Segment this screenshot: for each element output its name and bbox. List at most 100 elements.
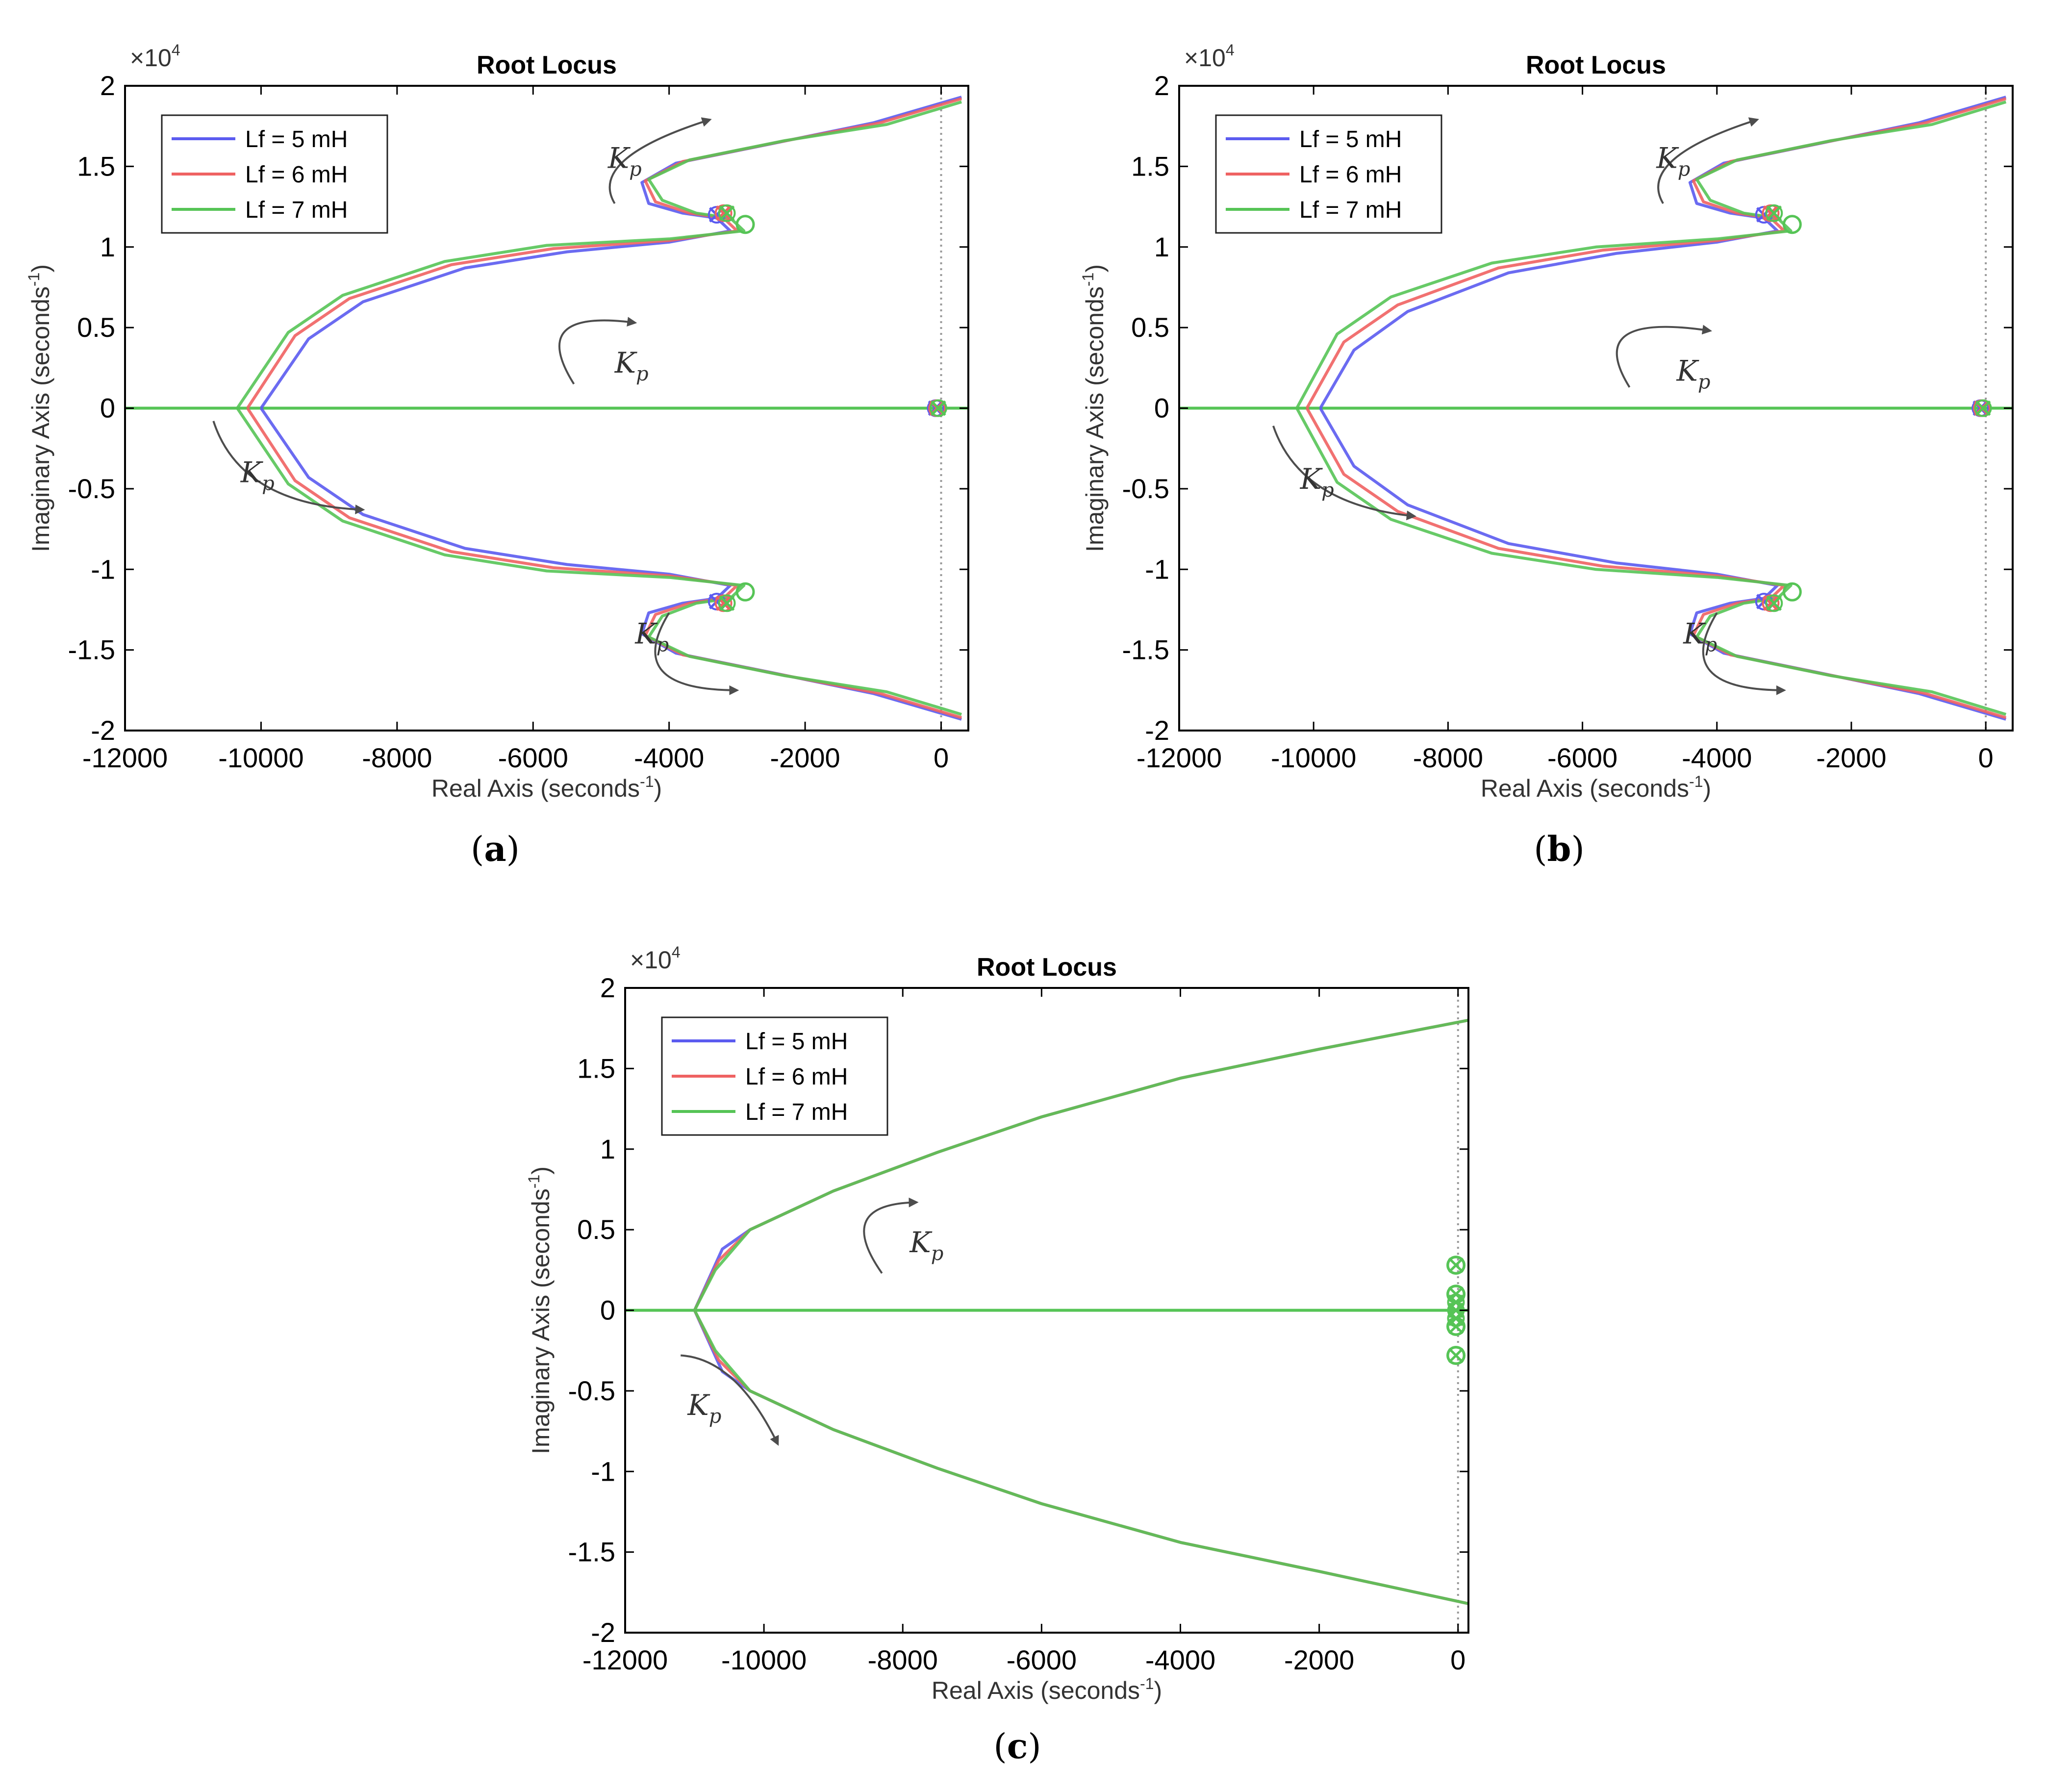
y-axis-label: Imaginary Axis (seconds-1)	[525, 1166, 555, 1454]
x-tick-label: -8000	[1413, 742, 1483, 773]
x-tick-label: -4000	[634, 742, 704, 773]
y-tick-label: -1.5	[68, 634, 116, 665]
kp-annotation-subscript: p	[931, 1242, 944, 1265]
legend-label-1: Lf = 5 mH	[745, 1029, 848, 1055]
x-tick-label: -10000	[218, 742, 303, 773]
pole-marker	[719, 205, 735, 221]
locus-branch-2	[246, 407, 962, 719]
kp-arrow-4	[654, 612, 739, 695]
pole-ring	[1765, 594, 1783, 612]
y-tick-label: 1	[1154, 231, 1169, 262]
kp-annotation-1: Kp	[1656, 142, 1690, 181]
zero-marker	[1446, 1285, 1466, 1304]
kp-annotation-subscript: p	[709, 1405, 722, 1428]
x-tick-label: -4000	[1145, 1644, 1215, 1675]
pole-marker	[1448, 1347, 1464, 1363]
x-tick-label: -6000	[1007, 1644, 1077, 1675]
y-tick-label: -0.5	[68, 473, 116, 504]
zero-marker	[735, 215, 755, 234]
kp-annotation-3: Kp	[240, 456, 275, 495]
pole-ring	[1765, 204, 1783, 222]
kp-annotation-subscript: p	[1678, 158, 1691, 181]
x-tick-label: -6000	[498, 742, 568, 773]
kp-annotation-subscript: p	[636, 363, 649, 385]
x-tick-label: 0	[934, 742, 949, 773]
y-tick-label: -0.5	[568, 1375, 616, 1406]
y-tick-label: -1	[91, 554, 115, 584]
root-locus-plot-c: Root Locus ×104 -12000 -10000 -8000 -6000 -400…	[525, 943, 1469, 1704]
y-tick-label: 2	[1154, 70, 1169, 101]
locus-group	[693, 1018, 1468, 1605]
y-tick-label: 0.5	[577, 1214, 615, 1245]
y-multiplier-exponent: 4	[172, 41, 180, 59]
y-tick-label: 0	[600, 1295, 615, 1326]
x-tick-label: -2000	[1816, 742, 1886, 773]
y-tick-label: -2	[91, 715, 115, 746]
pole-ring	[929, 399, 947, 417]
y-tick-label: -2	[1145, 715, 1169, 746]
locus-branch-1	[259, 407, 962, 721]
locus-branch-2	[693, 1310, 1468, 1605]
locus-branch-3	[236, 407, 962, 716]
x-tick-label: 0	[1450, 1644, 1465, 1675]
x-axis-label: Real Axis (seconds-1)	[932, 1675, 1162, 1704]
y-axis-label-close: )	[527, 1166, 555, 1175]
x-tick-label: -10000	[721, 1644, 807, 1675]
x-tick-label: -2000	[770, 742, 840, 773]
y-axis-label: Imaginary Axis (seconds-1)	[25, 264, 54, 552]
legend-label-2: Lf = 6 mH	[245, 162, 348, 188]
locus-branch-3	[693, 1310, 1468, 1605]
kp-arrow-3	[212, 421, 365, 514]
kp-annotation-2: Kp	[687, 1388, 721, 1428]
y-tick-label: 1.5	[1131, 151, 1169, 181]
pole-ring	[718, 204, 736, 222]
kp-arrow-4	[1702, 612, 1786, 695]
y-axis-label-exponent: -1	[1079, 273, 1097, 286]
y-tick-label: 0	[100, 393, 115, 424]
zero-marker	[1446, 1255, 1466, 1275]
pole-marker	[715, 595, 732, 611]
x-axis-label: Real Axis (seconds-1)	[431, 773, 662, 802]
pole-marker	[1448, 1318, 1464, 1335]
pole-marker	[931, 400, 946, 416]
kp-arrow-1	[863, 1197, 919, 1274]
y-tick-label: -2	[591, 1617, 615, 1648]
legend-label-3: Lf = 7 mH	[245, 197, 348, 223]
y-multiplier-exponent: 4	[672, 943, 681, 961]
kp-arrow-2	[1616, 325, 1713, 388]
y-tick-label: -0.5	[1122, 473, 1170, 504]
kp-annotation-subscript: p	[262, 473, 275, 495]
kp-annotation-subscript: p	[1698, 371, 1711, 394]
kp-arrow-3	[1272, 426, 1416, 521]
locus-branch-1	[1319, 407, 2007, 721]
x-tick-label: -12000	[582, 1644, 668, 1675]
pole-marker	[1763, 595, 1779, 611]
kp-annotation-subscript: p	[1321, 479, 1334, 502]
zero-marker	[1782, 215, 1802, 234]
kp-annotation-2: Kp	[1676, 354, 1711, 394]
kp-annotation-1: Kp	[607, 142, 642, 181]
y-tick-label: -1	[1145, 554, 1169, 584]
y-multiplier: ×104	[1184, 41, 1235, 72]
pole-marker	[1975, 400, 1991, 416]
kp-annotation-1: Kp	[909, 1226, 943, 1265]
x-tick-label: -6000	[1547, 742, 1617, 773]
zero-marker	[1782, 582, 1802, 602]
x-axis-label: Real Axis (seconds-1)	[1481, 773, 1711, 802]
y-multiplier-exponent: 4	[1226, 41, 1235, 59]
pole-ring	[718, 594, 736, 612]
y-tick-label: 0.5	[1131, 312, 1169, 343]
x-tick-label: -12000	[82, 742, 168, 773]
pole-ring	[1974, 399, 1992, 417]
y-axis-label-close: )	[27, 264, 54, 273]
x-axis-label-close: )	[654, 775, 662, 802]
x-tick-label: -10000	[1271, 742, 1356, 773]
x-tick-label: -4000	[1682, 742, 1752, 773]
panel-label-b: (b)	[1534, 829, 1585, 869]
legend-label-2: Lf = 6 mH	[1299, 162, 1402, 188]
kp-annotation-subscript: p	[657, 633, 669, 656]
root-locus-plot-a: Root Locus ×104 -12000 -10000 -8000 -6000 -400…	[25, 41, 969, 802]
x-tick-label: -2000	[1284, 1644, 1354, 1675]
pole-marker	[719, 595, 735, 611]
panel-label-c: (c)	[993, 1726, 1041, 1767]
